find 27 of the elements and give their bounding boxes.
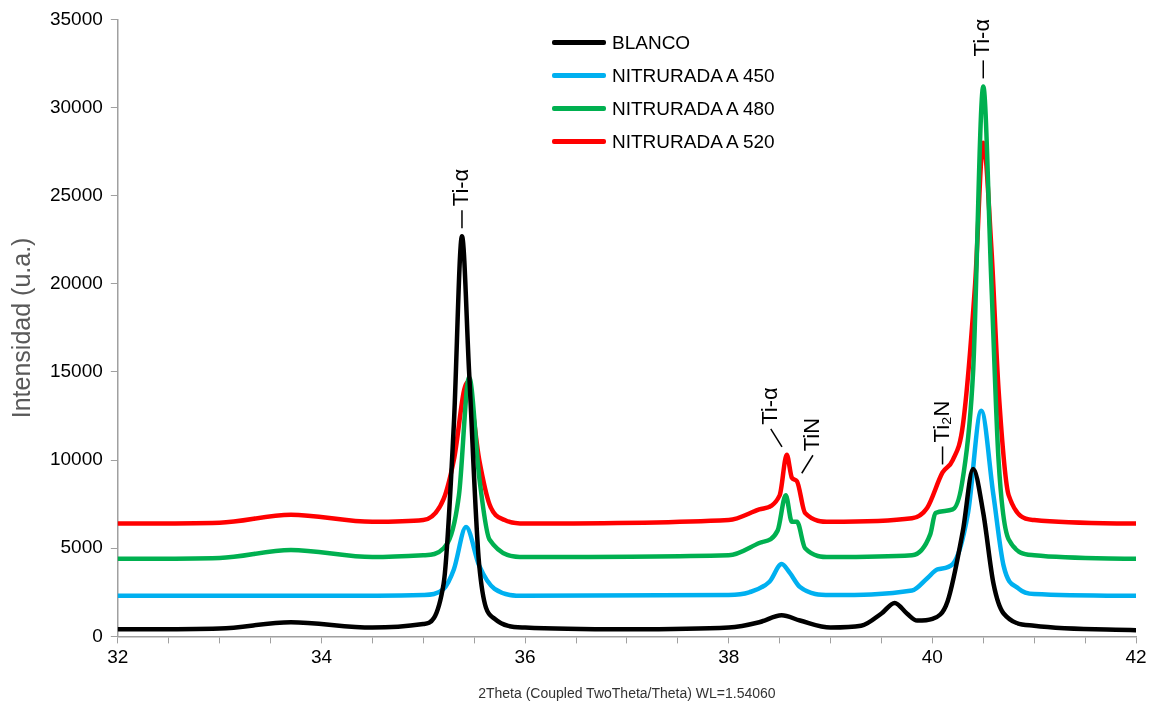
annotation: Ti₂N [928, 400, 954, 443]
x-tick-label: 36 [514, 646, 536, 668]
y-tick-label: 5000 [60, 536, 103, 558]
y-tick-label: 20000 [49, 272, 103, 294]
legend-label: NITRURADA A 520 [612, 130, 775, 153]
legend-label: NITRURADA A 450 [612, 64, 775, 87]
annotation: Ti-α [969, 18, 995, 57]
x-tick-label: 40 [921, 646, 943, 668]
y-tick-label: 30000 [49, 95, 103, 117]
annotation: TiN [799, 417, 825, 452]
y-tick-label: 25000 [49, 183, 103, 205]
legend-label: BLANCO [612, 31, 691, 54]
x-tick-label: 32 [107, 646, 129, 668]
x-tick-label: 38 [718, 646, 740, 668]
y-tick-label: 0 [92, 624, 103, 646]
legend-label: NITRURADA A 480 [612, 97, 775, 120]
line-series [117, 84, 1136, 562]
x-tick-label: 34 [310, 646, 333, 668]
y-tick-label: 35000 [49, 7, 103, 29]
annotation: Ti-α [756, 386, 782, 425]
annotation: Ti-α [448, 168, 474, 207]
y-tick-label: 10000 [49, 448, 103, 470]
y-axis-title: Intensidad (u.a.) [6, 237, 35, 419]
x-axis-title: 2Theta (Coupled TwoTheta/Theta) WL=1.54060 [478, 685, 776, 702]
x-tick-label: 42 [1125, 646, 1147, 668]
y-tick-label: 15000 [49, 360, 103, 382]
line-series [117, 233, 1136, 633]
